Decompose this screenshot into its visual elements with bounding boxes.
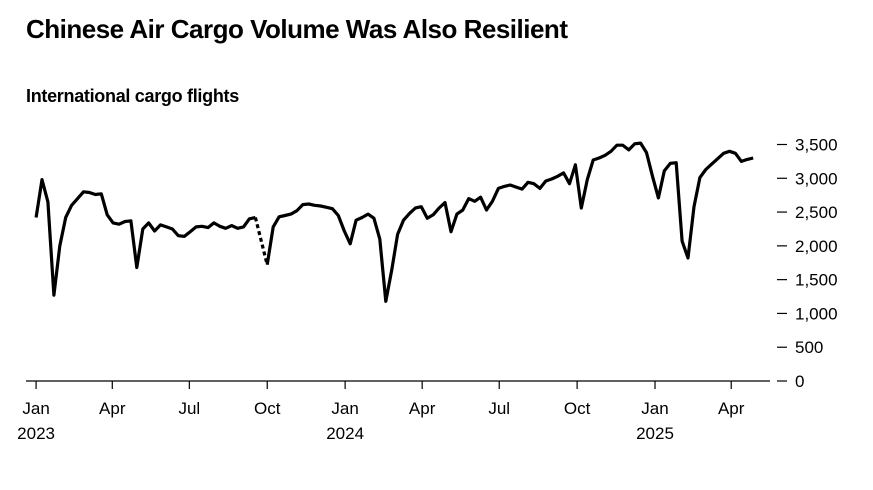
y-axis: 0 500 1,000 1,500 2,000 2,500 3,000 3,500 xyxy=(777,136,838,391)
series-line xyxy=(265,141,754,303)
x-tick-label: Oct xyxy=(254,399,281,418)
x-tick-year-label: 2024 xyxy=(326,424,364,443)
x-tick-label: Jul xyxy=(488,399,510,418)
series-line xyxy=(34,178,256,297)
y-tick-label: 1,500 xyxy=(795,271,838,290)
x-tick-label: Apr xyxy=(99,399,126,418)
x-axis: Jan 2023 Apr Jul Oct Jan 2024 Apr Jul Oct Jan 2025 A… xyxy=(17,381,745,443)
y-tick-label: 1,000 xyxy=(795,304,838,323)
x-tick-label: Jul xyxy=(178,399,200,418)
x-tick-label: Oct xyxy=(564,399,591,418)
y-tick-label: 2,500 xyxy=(795,203,838,222)
chart-subtitle: International cargo flights xyxy=(26,86,239,106)
y-tick-label: 3,000 xyxy=(795,169,838,188)
chart-title: Chinese Air Cargo Volume Was Also Resili… xyxy=(26,14,568,44)
y-tick-label: 0 xyxy=(795,372,804,391)
x-tick-label: Jan xyxy=(22,399,49,418)
y-tick-label: 3,500 xyxy=(795,136,838,155)
x-tick-label: Jan xyxy=(641,399,668,418)
series-line-gap xyxy=(253,217,269,266)
series-group xyxy=(34,141,754,303)
x-tick-label: Apr xyxy=(718,399,745,418)
x-tick-year-label: 2023 xyxy=(17,424,55,443)
x-tick-year-label: 2025 xyxy=(636,424,674,443)
x-tick-label: Apr xyxy=(409,399,436,418)
y-tick-label: 500 xyxy=(795,338,823,357)
y-tick-label: 2,000 xyxy=(795,237,838,256)
x-tick-label: Jan xyxy=(331,399,358,418)
